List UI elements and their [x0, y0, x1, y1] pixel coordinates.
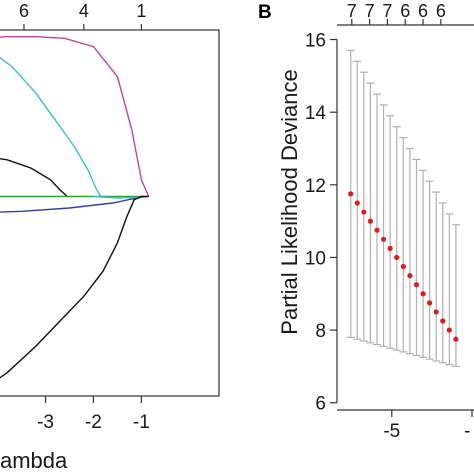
- panel-a-top-tick-label: 4: [79, 1, 89, 21]
- panel-b-y-tick-label: 10: [305, 248, 326, 269]
- panel-b-letter: B: [258, 2, 272, 23]
- panel-b-point: [400, 263, 406, 270]
- panel-b-point: [394, 254, 400, 261]
- panel-b-points-group: [346, 49, 460, 368]
- panel-b-top-tick-label: 6: [400, 1, 410, 21]
- panel-a-top-tick-label: 1: [136, 1, 146, 21]
- panel-a-axes: -3 -2 -1 6 4 1: [19, 1, 150, 433]
- panel-b-y-axis-label: Partial Likelihood Deviance: [277, 69, 302, 334]
- panel-b-point: [348, 191, 354, 197]
- panel-b-point: [427, 300, 433, 306]
- panel-b-point: [453, 336, 459, 342]
- panel-b-y-tick-label: 8: [315, 321, 326, 342]
- panel-b-point: [433, 309, 439, 315]
- panel-a-series-line: [0, 56, 102, 197]
- panel-b-y-tick-label: 16: [305, 31, 326, 52]
- panel-b-point: [380, 236, 387, 242]
- panel-b-point: [354, 200, 360, 206]
- panel-b-point: [407, 273, 413, 279]
- panel-b-point: [361, 209, 367, 215]
- panel-b-point: [420, 291, 426, 297]
- panel-b-x-tick-partial: -: [464, 421, 470, 442]
- panel-b-y-tick-label: 6: [315, 394, 326, 415]
- panel-a-x-tick-label: -3: [37, 412, 54, 433]
- panel-b-top-tick-label: 7: [365, 1, 375, 21]
- panel-b-top-tick-label: 7: [347, 1, 357, 21]
- panel-b-top-tick-label: 7: [382, 1, 392, 21]
- panel-a-series-line: [0, 36, 150, 197]
- panel-a: -3 -2 -1 6 4 1 ambda: [0, 1, 220, 473]
- panel-b-point: [374, 227, 380, 233]
- panel-b-point: [413, 282, 420, 288]
- panel-b-point: [440, 318, 446, 324]
- panel-a-frame: [0, 29, 220, 397]
- panel-a-x-tick-label: -1: [133, 412, 150, 433]
- panel-b-point: [367, 218, 374, 224]
- panel-a-series-line: [0, 158, 68, 197]
- panel-a-x-tick-label: -2: [85, 412, 102, 433]
- panel-a-series-line: [0, 195, 149, 379]
- panel-b-top-tick-label: 6: [418, 1, 428, 21]
- panel-b-top-tick-label: 6: [436, 1, 446, 21]
- panel-b-point: [446, 327, 452, 333]
- panel-b-y-tick-label: 12: [305, 176, 326, 197]
- panel-a-series-line: [0, 195, 149, 213]
- panel-b-point: [387, 245, 393, 251]
- panel-a-top-tick-label: 6: [19, 1, 29, 21]
- panel-a-x-axis-label: ambda: [0, 448, 68, 473]
- panel-b-y-tick-label: 14: [305, 103, 327, 124]
- panel-a-series-group: [0, 36, 150, 379]
- panel-b-x-tick-label: -5: [383, 421, 400, 442]
